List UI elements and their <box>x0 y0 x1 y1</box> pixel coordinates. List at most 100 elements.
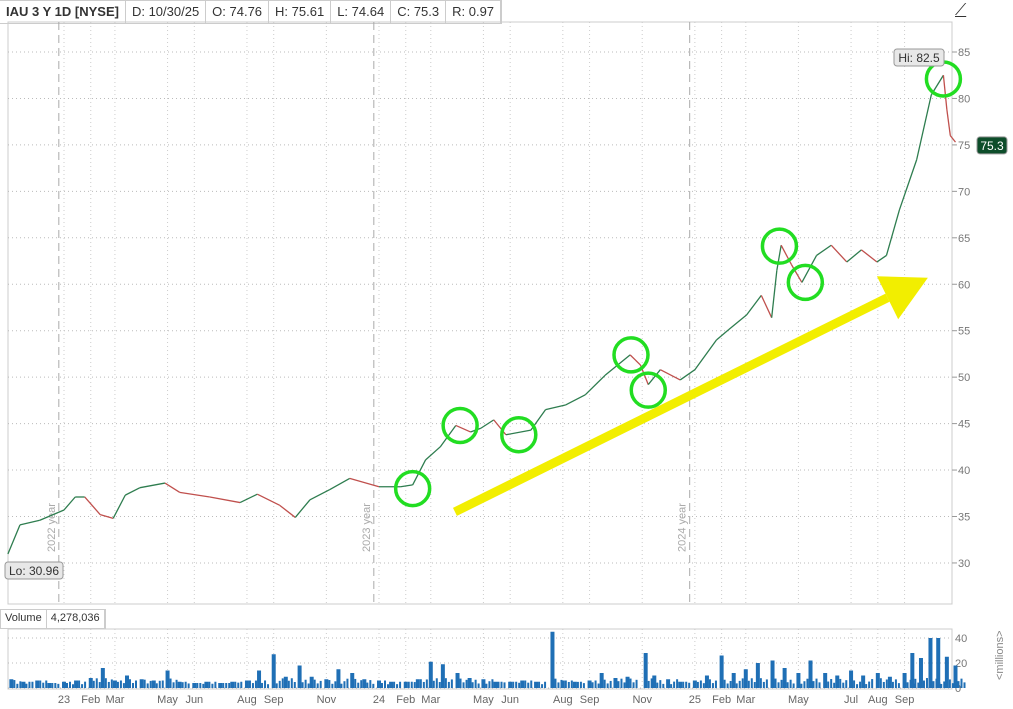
volume-bar <box>271 654 276 688</box>
price-segment <box>294 499 311 518</box>
x-tick-label: May <box>473 694 494 706</box>
volume-bar <box>184 681 187 688</box>
volume-bar <box>944 656 949 688</box>
price-segment <box>776 245 782 271</box>
price-segment <box>846 249 862 263</box>
volume-bar <box>331 683 334 688</box>
volume-bar <box>673 681 676 688</box>
volume-bar <box>853 680 856 688</box>
volume-bar <box>158 680 161 688</box>
price-segment <box>257 493 281 506</box>
volume-bar <box>225 683 228 688</box>
indicator-icon[interactable]: ⟋ <box>955 2 967 19</box>
volume-tick-label: 20 <box>955 658 967 670</box>
volume-bar <box>617 681 620 688</box>
y-tick-label: 55 <box>958 326 970 338</box>
volume-bar <box>774 678 777 688</box>
price-segment <box>746 295 762 316</box>
year-marker-label: 2022 year <box>46 503 58 552</box>
volume-bar <box>31 681 34 688</box>
price-segment <box>179 491 210 498</box>
volume-bar <box>650 678 653 688</box>
volume-bar <box>845 680 848 688</box>
volume-bar <box>685 681 688 688</box>
volume-bar <box>25 683 28 688</box>
x-tick-label: Sep <box>580 694 600 706</box>
price-segment <box>876 254 887 263</box>
volume-bar <box>943 681 946 688</box>
year-marker-label: 2024 year <box>677 503 689 552</box>
low-value: L: 74.64 <box>331 1 392 23</box>
volume-bar <box>723 679 726 688</box>
volume-bar <box>711 683 714 688</box>
volume-bar <box>47 683 52 688</box>
price-segment <box>164 482 180 493</box>
volume-bar <box>632 682 635 688</box>
volume-label: Volume <box>1 610 47 628</box>
volume-bar <box>309 676 314 688</box>
volume-bar <box>918 658 923 688</box>
volume-unit-label: <millions> <box>994 630 1006 680</box>
price-segment <box>100 514 114 519</box>
volume-bar <box>313 679 316 688</box>
highlight-circle <box>612 336 650 374</box>
volume-bar <box>459 678 462 688</box>
volume-bar <box>875 673 880 688</box>
volume-bar <box>948 679 951 688</box>
volume-bar <box>830 679 833 688</box>
price-segment <box>565 394 586 406</box>
y-tick-label: 60 <box>958 279 970 291</box>
volume-bar <box>297 665 302 688</box>
symbol-label: IAU 3 Y 1D [NYSE] <box>0 1 126 23</box>
volume-bar <box>69 681 71 688</box>
volume-bar <box>936 638 941 688</box>
volume-bar <box>530 680 533 688</box>
high-value: H: 75.61 <box>269 1 332 23</box>
volume-bar <box>560 680 565 688</box>
volume-bar <box>963 682 966 688</box>
volume-bar <box>135 680 137 688</box>
volume-bar <box>438 682 441 688</box>
x-tick-label: 23 <box>58 694 70 706</box>
price-segment <box>816 244 832 256</box>
x-tick-label: Mar <box>421 694 440 706</box>
volume-bar <box>534 681 539 688</box>
volume-bar <box>428 661 433 688</box>
volume-bar <box>839 678 842 688</box>
volume-bar <box>796 673 801 688</box>
volume-bar <box>283 676 288 688</box>
volume-bar <box>940 683 943 688</box>
volume-bar <box>835 675 840 688</box>
highlight-circle <box>760 227 799 265</box>
volume-bar <box>440 664 445 688</box>
volume-bar <box>467 678 472 688</box>
volume-bar <box>100 668 105 688</box>
volume-bar <box>699 680 702 688</box>
volume-bar <box>336 669 341 688</box>
x-tick-label: Sep <box>264 694 284 706</box>
y-tick-label: 85 <box>958 47 970 59</box>
volume-bar <box>132 683 134 688</box>
volume-bar <box>234 681 237 688</box>
volume-bar <box>267 684 270 688</box>
x-tick-label: Feb <box>712 694 731 706</box>
volume-bar <box>340 683 343 688</box>
x-tick-label: Sep <box>895 694 915 706</box>
volume-bar <box>708 679 711 688</box>
price-segment <box>425 446 441 461</box>
volume-bar <box>928 638 933 688</box>
price-segment <box>790 264 803 283</box>
volume-bar <box>719 655 724 688</box>
price-segment <box>861 249 878 263</box>
volume-bar <box>485 683 488 688</box>
price-segment <box>493 419 507 436</box>
volume-bar <box>932 681 935 688</box>
volume-bar <box>301 682 304 688</box>
volume-bar <box>603 679 606 688</box>
volume-bar <box>290 678 293 688</box>
volume-bar <box>74 680 79 688</box>
volume-bar <box>125 675 129 688</box>
quote-header: IAU 3 Y 1D [NYSE] D: 10/30/25 O: 74.76 H… <box>0 0 503 24</box>
volume-bar <box>806 678 809 688</box>
